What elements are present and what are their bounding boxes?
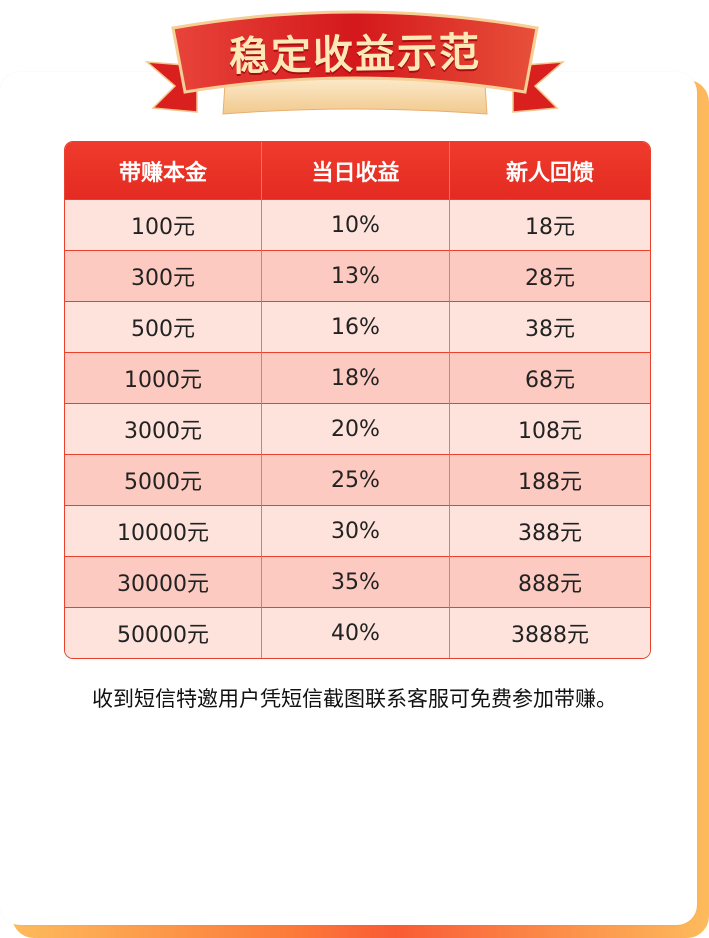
- reward-cell: 28元: [450, 250, 650, 301]
- principal-cell: 30000元: [65, 556, 262, 607]
- daily-return-cell: 18%: [262, 352, 450, 403]
- daily-return-cell: 10%: [262, 199, 450, 250]
- reward-cell: 188元: [450, 454, 650, 505]
- daily-return-cell: 20%: [262, 403, 450, 454]
- daily-return-cell: 16%: [262, 301, 450, 352]
- principal-cell: 50000元: [65, 607, 262, 658]
- principal-cell: 10000元: [65, 505, 262, 556]
- table-row: 3000元 20% 108元: [65, 403, 650, 454]
- principal-cell: 100元: [65, 199, 262, 250]
- table-row: 1000元 18% 68元: [65, 352, 650, 403]
- daily-return-cell: 30%: [262, 505, 450, 556]
- daily-return-cell: 13%: [262, 250, 450, 301]
- principal-cell: 5000元: [65, 454, 262, 505]
- table-row: 30000元 35% 888元: [65, 556, 650, 607]
- note-text: 收到短信特邀用户凭短信截图联系客服可免费参加带赚。: [92, 687, 617, 711]
- reward-cell: 18元: [450, 199, 650, 250]
- table-body: 100元 10% 18元 300元 13% 28元 500元 16% 38元 1000元 18% 68…: [65, 199, 650, 658]
- banner-title: 稳定收益示范: [228, 29, 482, 81]
- table-row: 50000元 40% 3888元: [65, 607, 650, 658]
- table-row: 5000元 25% 188元: [65, 454, 650, 505]
- table-header: 带赚本金 当日收益 新人回馈: [65, 142, 650, 199]
- reward-cell: 888元: [450, 556, 650, 607]
- reward-cell: 3888元: [450, 607, 650, 658]
- table-row: 500元 16% 38元: [65, 301, 650, 352]
- table-row: 300元 13% 28元: [65, 250, 650, 301]
- header-principal: 带赚本金: [65, 142, 262, 199]
- daily-return-cell: 25%: [262, 454, 450, 505]
- principal-cell: 300元: [65, 250, 262, 301]
- reward-cell: 38元: [450, 301, 650, 352]
- daily-return-cell: 35%: [262, 556, 450, 607]
- reward-cell: 108元: [450, 403, 650, 454]
- header-daily-return: 当日收益: [262, 142, 450, 199]
- principal-cell: 3000元: [65, 403, 262, 454]
- header-newcomer-reward: 新人回馈: [505, 160, 594, 186]
- earnings-table: 带赚本金 当日收益 新人回馈 100元 10% 18元 300元 13% 28元 500元 1…: [64, 141, 651, 659]
- table-row: 100元 10% 18元: [65, 199, 650, 250]
- principal-cell: 500元: [65, 301, 262, 352]
- reward-cell: 68元: [450, 352, 650, 403]
- reward-cell: 388元: [450, 505, 650, 556]
- table-row: 10000元 30% 388元: [65, 505, 650, 556]
- principal-cell: 1000元: [65, 352, 262, 403]
- banner-ribbon: [145, 10, 565, 115]
- daily-return-cell: 40%: [262, 607, 450, 658]
